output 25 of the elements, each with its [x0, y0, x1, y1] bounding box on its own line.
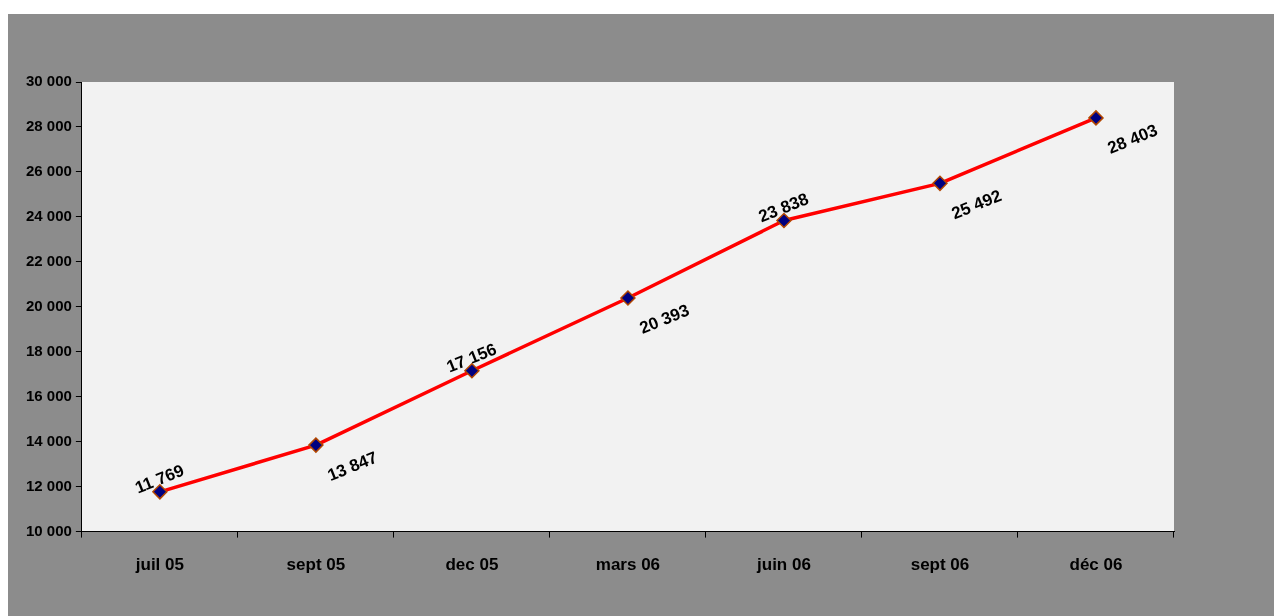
y-tick-label: 16 000 — [25, 386, 72, 404]
data-label: 17 156 — [443, 339, 500, 377]
x-tick-label: déc 06 — [1069, 555, 1123, 575]
x-tick-label: sept 06 — [910, 555, 970, 575]
x-tick-label: sept 05 — [286, 555, 346, 575]
y-tick-label: 30 000 — [25, 72, 72, 90]
data-label: 20 393 — [636, 300, 693, 338]
data-label: 23 838 — [755, 189, 812, 227]
y-tick-label: 12 000 — [25, 476, 72, 494]
data-label: 28 403 — [1104, 120, 1161, 158]
data-label: 13 847 — [324, 447, 381, 485]
y-tick-label: 22 000 — [25, 251, 72, 269]
x-tick-label: juil 05 — [134, 555, 184, 575]
y-tick-label: 24 000 — [25, 207, 72, 225]
y-tick-label: 28 000 — [25, 117, 72, 135]
data-label: 25 492 — [948, 186, 1005, 224]
y-tick-label: 26 000 — [25, 162, 72, 180]
x-tick-label: mars 06 — [595, 555, 661, 575]
y-tick-label: 20 000 — [25, 296, 72, 314]
x-tick-label: juin 06 — [756, 555, 811, 575]
data-label: 11 769 — [132, 460, 187, 498]
y-tick-label: 18 000 — [25, 341, 72, 359]
y-tick-label: 10 000 — [25, 521, 72, 539]
x-tick-label: dec 05 — [445, 555, 499, 575]
y-tick-label: 14 000 — [25, 431, 72, 449]
